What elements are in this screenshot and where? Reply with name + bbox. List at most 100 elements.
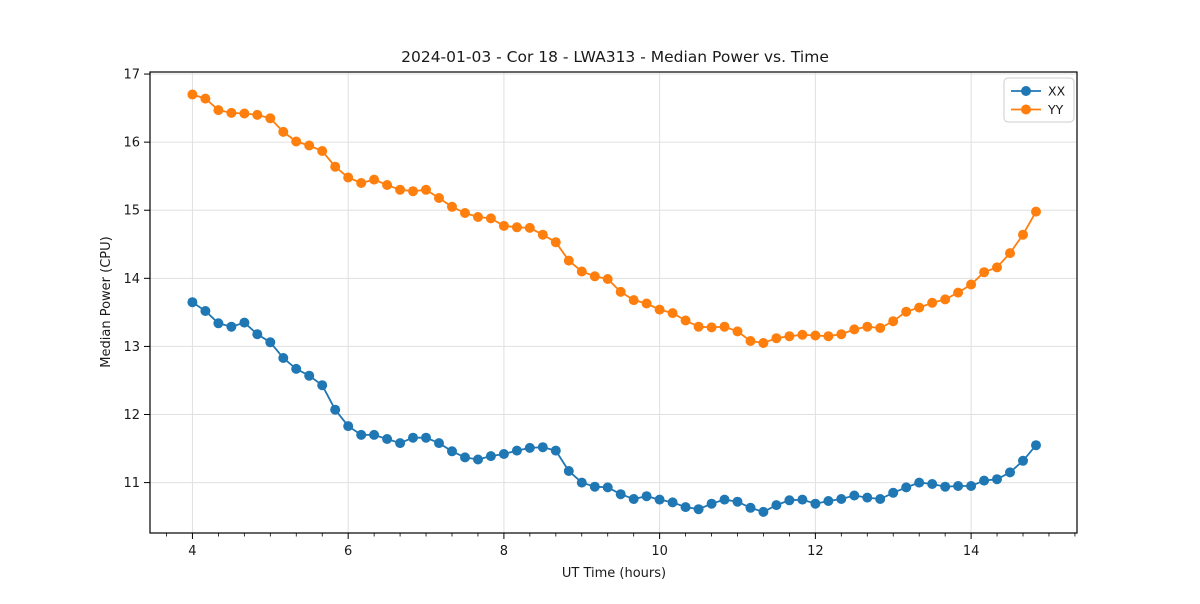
- series-xx-marker: [719, 494, 730, 505]
- series-xx-marker: [628, 494, 639, 504]
- x-tick-label: 12: [807, 544, 824, 559]
- series-xx-marker: [706, 498, 717, 509]
- series-xx-marker: [226, 321, 237, 332]
- legend: XX YY: [1003, 77, 1075, 123]
- series-yy-marker: [953, 287, 964, 298]
- series-yy-marker: [226, 107, 237, 118]
- series-xx-marker: [732, 496, 743, 507]
- series-yy-marker: [408, 186, 418, 197]
- series-xx-marker: [940, 481, 951, 492]
- series-yy-marker: [680, 315, 691, 326]
- series-xx-marker: [200, 306, 211, 316]
- series-xx-marker: [343, 421, 354, 432]
- series-xx-marker: [758, 506, 769, 517]
- series-xx-marker: [563, 466, 574, 476]
- series-yy-line: [192, 93, 1037, 344]
- series-xx-marker: [797, 494, 808, 505]
- series-yy-marker: [304, 140, 315, 151]
- series-yy-marker: [784, 331, 795, 342]
- series-yy-marker: [654, 304, 665, 315]
- series-xx-marker: [849, 490, 860, 501]
- series-xx-marker: [927, 479, 938, 489]
- series-yy-marker: [797, 329, 808, 340]
- x-axis-label: UT Time (hours): [562, 566, 666, 581]
- series-yy-marker: [200, 93, 211, 104]
- series-yy-marker: [875, 323, 886, 333]
- series-yy-marker: [265, 113, 276, 124]
- series-yy-marker: [213, 105, 224, 116]
- y-tick-label: 15: [123, 204, 140, 219]
- legend-label-xx: XX: [1048, 84, 1066, 99]
- series-yy-marker: [615, 286, 626, 297]
- series-xx-marker: [914, 477, 925, 488]
- series-yy-marker: [641, 298, 652, 309]
- series-xx-marker: [680, 502, 691, 513]
- series-yy-marker: [395, 184, 406, 195]
- series-xx-marker: [265, 337, 276, 348]
- series-xx-marker: [291, 363, 302, 374]
- series-xx-marker: [369, 429, 380, 440]
- series-xx-marker: [252, 329, 263, 340]
- series-yy-marker: [940, 294, 951, 305]
- series-xx-marker: [576, 477, 587, 488]
- series-yy-marker: [771, 333, 782, 344]
- x-tick-label: 8: [500, 544, 508, 559]
- series-yy-marker: [979, 267, 990, 278]
- series-xx-marker: [641, 491, 652, 502]
- series-xx-marker: [589, 481, 600, 492]
- legend-marker-yy: [1021, 104, 1031, 115]
- series-yy-marker: [473, 212, 483, 222]
- series-yy-marker: [524, 222, 535, 233]
- series-yy-marker: [498, 220, 509, 231]
- series-xx-marker: [862, 492, 873, 503]
- series-yy-marker: [356, 178, 367, 188]
- series-yy-marker: [719, 321, 730, 332]
- series-xx-marker: [1031, 440, 1041, 451]
- series-yy-marker: [460, 208, 470, 218]
- series-xx-marker: [901, 482, 912, 493]
- y-tick-label: 16: [123, 136, 140, 151]
- series-xx-marker: [304, 370, 315, 381]
- series-xx-marker: [667, 497, 678, 508]
- series-yy-marker: [992, 262, 1002, 273]
- series-xx-marker: [745, 502, 756, 513]
- series-xx-marker: [537, 442, 548, 453]
- legend-label-yy: YY: [1047, 102, 1064, 117]
- series-yy-marker: [278, 126, 289, 137]
- plot-border: [149, 71, 1078, 534]
- series-yy-marker: [343, 172, 354, 183]
- series-yy-marker: [239, 108, 250, 119]
- series-xx-marker: [823, 496, 834, 506]
- series-xx-marker: [602, 482, 613, 493]
- series-yy-marker: [732, 326, 743, 337]
- series-xx-marker: [875, 494, 886, 504]
- series-xx-marker: [524, 442, 535, 453]
- series-xx-marker: [771, 500, 782, 511]
- series-xx-marker: [187, 297, 198, 308]
- y-tick-label: 17: [123, 68, 140, 83]
- legend-marker-xx: [1021, 86, 1031, 96]
- series-xx-line: [191, 301, 1037, 513]
- series-yy-marker: [836, 329, 847, 340]
- series-yy-marker: [745, 336, 756, 346]
- series-yy-marker: [291, 136, 302, 147]
- series-yy-marker: [563, 255, 574, 266]
- series-yy-marker: [602, 274, 613, 284]
- series-yy-marker: [966, 279, 977, 290]
- series-yy-marker: [927, 297, 938, 308]
- series-xx-marker: [979, 475, 990, 486]
- series-yy-marker: [1031, 206, 1041, 217]
- series-yy-marker: [576, 266, 587, 277]
- series-yy-marker: [1018, 229, 1028, 240]
- series-xx-marker: [447, 446, 457, 457]
- series-xx-marker: [953, 481, 964, 491]
- series-xx-marker: [511, 445, 522, 456]
- series-yy-marker: [693, 321, 704, 332]
- series-yy-marker: [758, 338, 769, 348]
- series-xx-marker: [498, 449, 509, 459]
- y-tick-label: 13: [123, 340, 140, 355]
- series-yy-marker: [589, 271, 600, 282]
- y-tick-label: 12: [123, 408, 140, 423]
- series-xx-marker: [278, 353, 289, 363]
